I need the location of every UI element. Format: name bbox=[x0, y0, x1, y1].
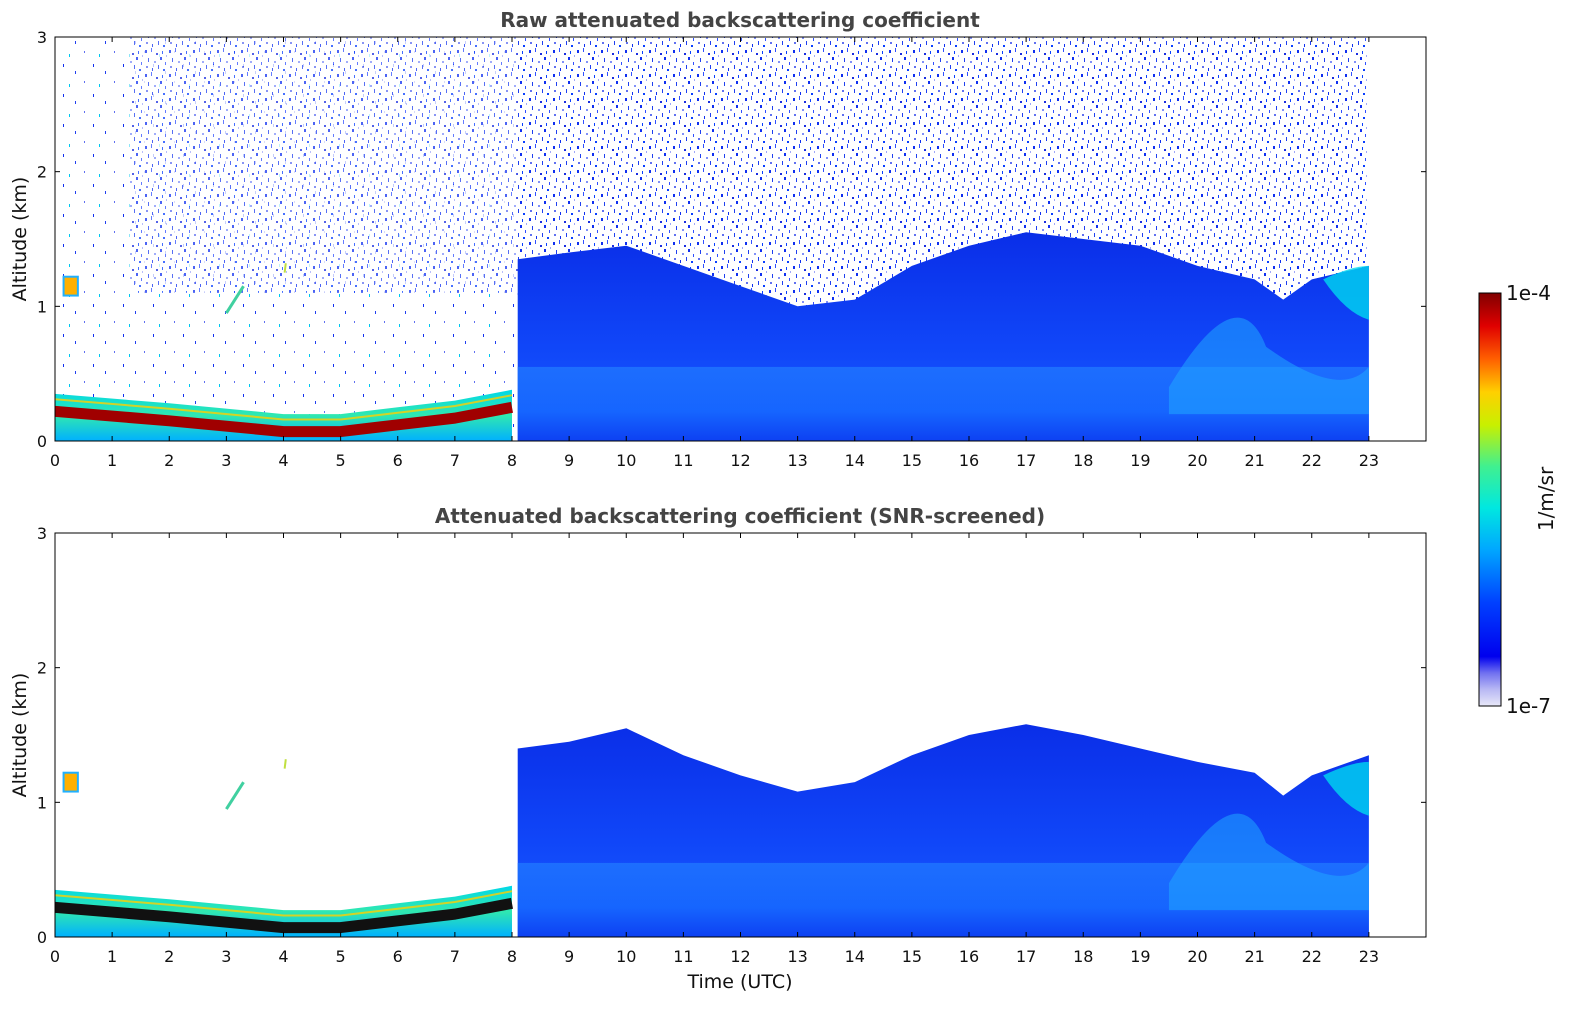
y-tick-label: 0 bbox=[37, 432, 47, 451]
y-axis-label: Altitude (km) bbox=[9, 177, 31, 302]
y-tick-label: 3 bbox=[37, 28, 47, 47]
x-tick-label: 16 bbox=[959, 947, 979, 966]
cloud-feature bbox=[283, 263, 287, 273]
x-tick-label: 8 bbox=[507, 947, 517, 966]
y-tick-label: 1 bbox=[37, 793, 47, 812]
y-tick-label: 2 bbox=[37, 659, 47, 678]
x-tick-label: 4 bbox=[278, 451, 288, 470]
x-tick-label: 13 bbox=[787, 451, 807, 470]
x-tick-label: 11 bbox=[673, 451, 693, 470]
plot-area bbox=[55, 724, 1369, 937]
x-tick-label: 12 bbox=[730, 947, 750, 966]
surface-strong-band bbox=[55, 401, 514, 438]
surface-band-edge bbox=[55, 394, 513, 421]
x-tick-label: 20 bbox=[1187, 451, 1207, 470]
x-tick-label: 15 bbox=[902, 947, 922, 966]
colorbar: 1e-4 1e-7 1/m/sr bbox=[1478, 281, 1558, 718]
x-tick-label: 12 bbox=[730, 451, 750, 470]
x-tick-label: 18 bbox=[1073, 451, 1093, 470]
panel-screened: Attenuated backscattering coefficient (S… bbox=[9, 504, 1427, 993]
x-tick-label: 4 bbox=[278, 947, 288, 966]
x-tick-label: 19 bbox=[1130, 451, 1150, 470]
x-tick-label: 10 bbox=[616, 947, 636, 966]
x-tick-label: 23 bbox=[1359, 451, 1379, 470]
x-tick-label: 0 bbox=[50, 947, 60, 966]
x-tick-label: 1 bbox=[107, 947, 117, 966]
colorbar-units-label: 1/m/sr bbox=[1534, 466, 1558, 531]
y-tick-label: 3 bbox=[37, 524, 47, 543]
y-axis-label: Altitude (km) bbox=[9, 673, 31, 798]
x-tick-label: 6 bbox=[393, 947, 403, 966]
x-tick-label: 17 bbox=[1016, 451, 1036, 470]
surface-band-edge bbox=[55, 890, 513, 917]
x-tick-label: 11 bbox=[673, 947, 693, 966]
x-axis-label: Time (UTC) bbox=[686, 971, 792, 993]
x-tick-label: 22 bbox=[1302, 451, 1322, 470]
y-tick-label: 1 bbox=[37, 297, 47, 316]
plot-area bbox=[55, 37, 1369, 441]
x-tick-label: 9 bbox=[564, 451, 574, 470]
aerosol-plume bbox=[1168, 813, 1369, 911]
colorbar-gradient bbox=[1478, 292, 1502, 707]
x-tick-label: 21 bbox=[1244, 947, 1264, 966]
x-tick-label: 6 bbox=[393, 451, 403, 470]
x-tick-label: 3 bbox=[221, 947, 231, 966]
panel-raw: Raw attenuated backscattering coefficien… bbox=[9, 8, 1427, 470]
aerosol-plume bbox=[1168, 317, 1369, 415]
x-tick-label: 7 bbox=[450, 451, 460, 470]
surface-strong-band bbox=[55, 897, 514, 934]
cloud-feature bbox=[225, 781, 245, 810]
cloud-feature bbox=[62, 771, 79, 793]
x-ticks: 0 1 2 3 4 5 6 7 8 9 10 11 12 13 14 15 16 17 18 19 20 21 22 23 bbox=[50, 533, 1379, 966]
colorbar-max-label: 1e-4 bbox=[1506, 281, 1551, 305]
x-tick-label: 20 bbox=[1187, 947, 1207, 966]
y-tick-label: 0 bbox=[37, 928, 47, 947]
x-tick-label: 3 bbox=[221, 451, 231, 470]
cloud-feature bbox=[283, 759, 287, 769]
x-tick-label: 17 bbox=[1016, 947, 1036, 966]
x-tick-label: 9 bbox=[564, 947, 574, 966]
x-tick-label: 2 bbox=[164, 947, 174, 966]
aerosol-plume-upper bbox=[1323, 761, 1369, 816]
x-tick-label: 16 bbox=[959, 451, 979, 470]
y-tick-label: 2 bbox=[37, 163, 47, 182]
x-tick-label: 22 bbox=[1302, 947, 1322, 966]
panel-title: Attenuated backscattering coefficient (S… bbox=[435, 504, 1045, 528]
y-ticks: 0 1 2 3 bbox=[37, 28, 1426, 451]
x-tick-label: 5 bbox=[336, 451, 346, 470]
x-tick-label: 2 bbox=[164, 451, 174, 470]
x-tick-label: 14 bbox=[845, 451, 865, 470]
x-tick-label: 18 bbox=[1073, 947, 1093, 966]
aerosol-plume-upper bbox=[1323, 265, 1369, 320]
x-tick-label: 10 bbox=[616, 451, 636, 470]
x-tick-label: 13 bbox=[787, 947, 807, 966]
panel-title: Raw attenuated backscattering coefficien… bbox=[500, 8, 980, 32]
x-tick-label: 15 bbox=[902, 451, 922, 470]
y-ticks: 0 1 2 3 bbox=[37, 524, 1426, 947]
x-tick-label: 14 bbox=[845, 947, 865, 966]
x-tick-label: 7 bbox=[450, 947, 460, 966]
x-tick-label: 21 bbox=[1244, 451, 1264, 470]
cloud-feature bbox=[62, 275, 79, 297]
x-tick-label: 8 bbox=[507, 451, 517, 470]
x-tick-label: 1 bbox=[107, 451, 117, 470]
x-tick-label: 5 bbox=[336, 947, 346, 966]
colorbar-min-label: 1e-7 bbox=[1506, 694, 1551, 718]
cloud-feature bbox=[225, 285, 245, 314]
x-tick-label: 0 bbox=[50, 451, 60, 470]
x-ticks: 0 1 2 3 4 5 6 7 8 9 10 11 12 13 14 15 16 17 18 19 20 21 22 23 bbox=[50, 37, 1379, 470]
x-tick-label: 23 bbox=[1359, 947, 1379, 966]
x-tick-label: 19 bbox=[1130, 947, 1150, 966]
